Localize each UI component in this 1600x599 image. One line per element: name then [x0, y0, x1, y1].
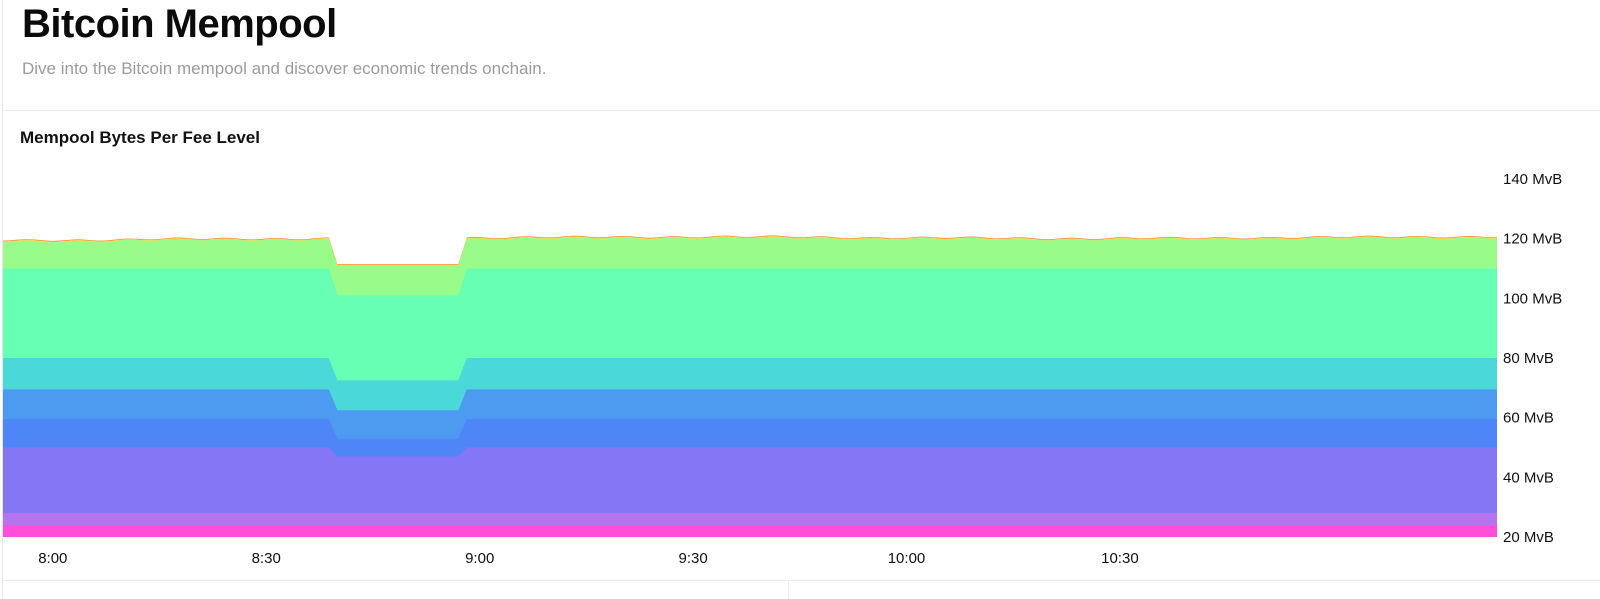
- y-tick-label: 120 MvB: [1503, 231, 1562, 248]
- y-tick-label: 60 MvB: [1503, 410, 1554, 427]
- footer-column-divider: [788, 580, 789, 599]
- area-band-0: [3, 525, 1497, 537]
- y-axis-ticks: 20 MvB 40 MvB 60 MvB 80 MvB 100 MvB 120 MvB 14…: [1503, 171, 1562, 546]
- x-tick-label: 9:30: [678, 550, 707, 567]
- y-tick-label: 20 MvB: [1503, 529, 1554, 546]
- page-header: Bitcoin Mempool Dive into the Bitcoin me…: [22, 0, 1600, 110]
- x-tick-label: 10:30: [1101, 550, 1139, 567]
- page-title: Bitcoin Mempool: [22, 2, 337, 46]
- y-tick-label: 40 MvB: [1503, 469, 1554, 486]
- chart-title: Mempool Bytes Per Fee Level: [20, 128, 260, 147]
- x-tick-label: 8:00: [38, 550, 67, 567]
- x-tick-label: 9:00: [465, 550, 494, 567]
- area-series-group: [3, 235, 1497, 537]
- x-tick-label: 8:30: [252, 550, 281, 567]
- page-subtitle: Dive into the Bitcoin mempool and discov…: [22, 59, 547, 78]
- header-divider: [3, 110, 1600, 111]
- x-tick-label: 10:00: [888, 550, 926, 567]
- y-tick-label: 100 MvB: [1503, 290, 1562, 307]
- x-axis-ticks: 8:00 8:30 9:00 9:30 10:00 10:30: [38, 550, 1138, 567]
- footer-divider: [3, 580, 1600, 581]
- y-tick-label: 80 MvB: [1503, 350, 1554, 367]
- left-border: [2, 0, 3, 599]
- y-tick-label: 140 MvB: [1503, 171, 1562, 188]
- mempool-fee-area-chart: 8:00 8:30 9:00 9:30 10:00 10:30 20 MvB 40 MvB 6…: [3, 171, 1562, 567]
